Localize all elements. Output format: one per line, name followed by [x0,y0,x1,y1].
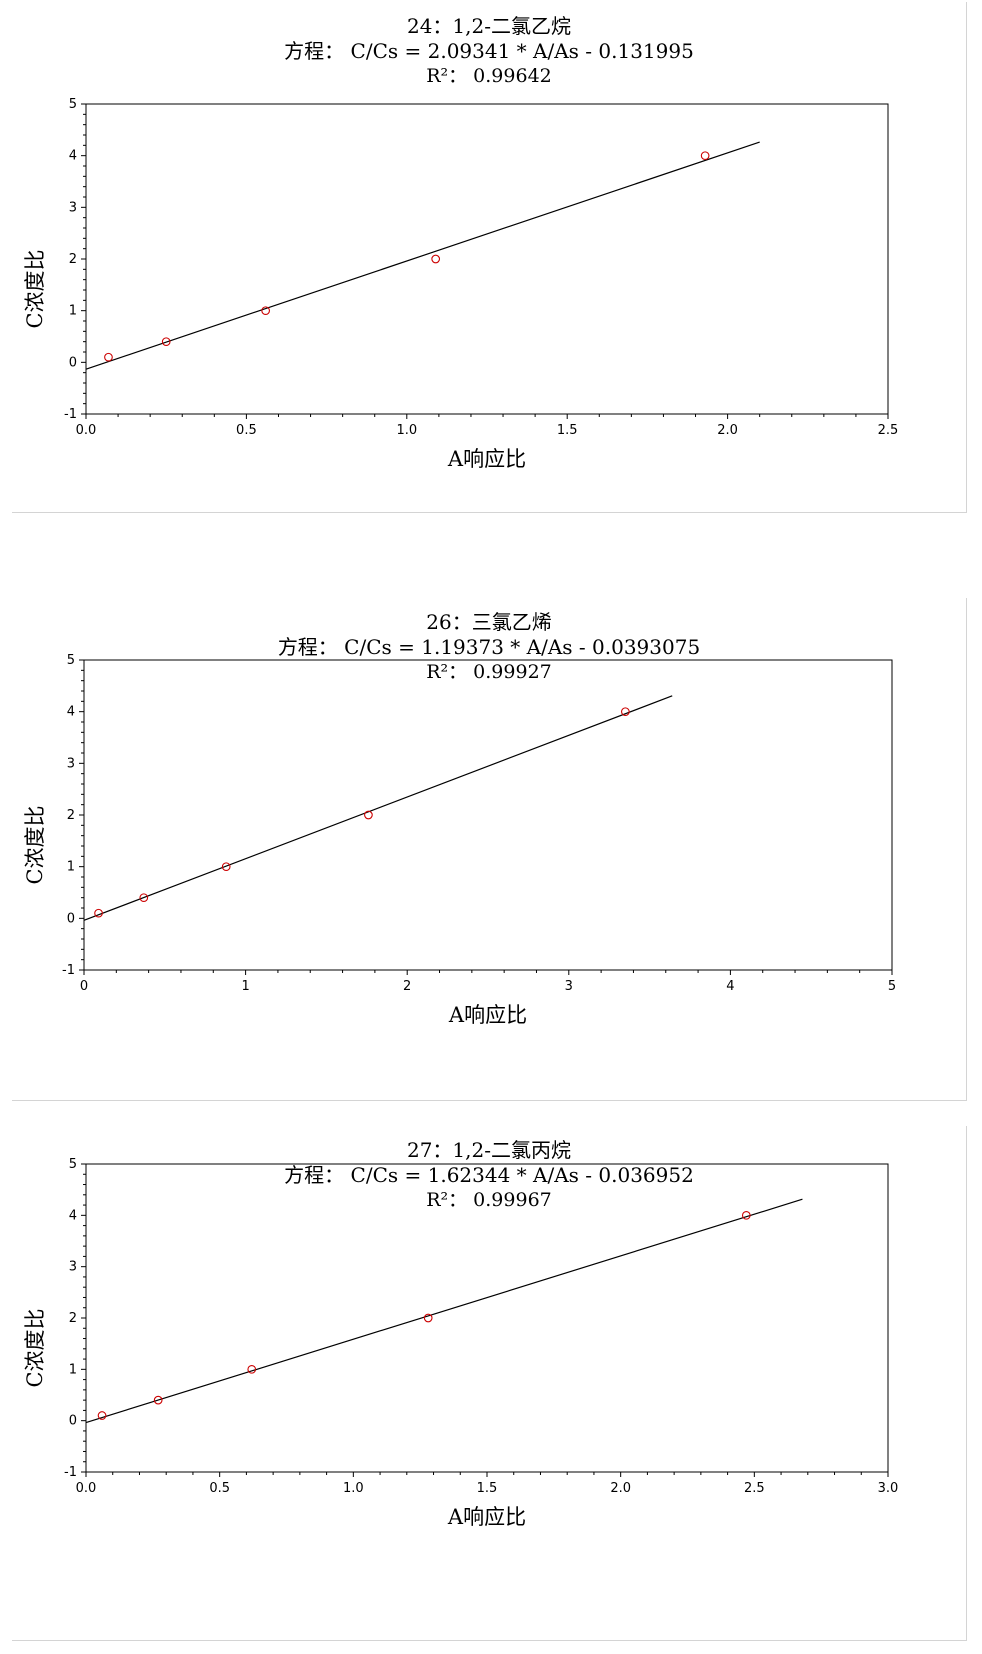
plot-area [85,103,889,415]
data-point [153,1395,163,1405]
x-tick-label: 1.5 [557,423,578,438]
data-point [247,1364,257,1374]
chart-panel-3: 27：1,2-二氯丙烷 方程： C/Cs = 1.62344 * A/As - … [12,1126,967,1641]
data-point [97,1411,107,1420]
x-tick-label: 3.0 [878,1481,899,1496]
y-tick-label: 5 [67,653,75,668]
data-point [139,893,149,903]
chart-plot-2: -1 0 1 2 3 4 5 0 1 2 3 4 5 A响应比 C浓度比 [23,653,896,1027]
x-axis-label: A响应比 [447,1505,526,1529]
chart-equation: 方程： C/Cs = 1.62344 * A/As - 0.036952 [284,1163,694,1187]
y-tick-label: -1 [64,1465,77,1480]
data-point [423,1313,433,1323]
chart-title: 24：1,2-二氯乙烷 [406,14,571,38]
y-tick-label: 2 [69,252,77,267]
data-point [700,151,710,161]
y-tick-label: 2 [67,808,75,823]
chart-panel-1: 24：1,2-二氯乙烷 方程： C/Cs = 2.09341 * A/As - … [12,2,967,513]
data-point [94,908,103,918]
y-tick-label: 3 [67,756,75,771]
x-tick-label: 2.0 [717,423,738,438]
chart-title: 27：1,2-二氯丙烷 [406,1138,571,1162]
y-tick-label: 4 [69,149,77,164]
chart-equation: 方程： C/Cs = 1.19373 * A/As - 0.0393075 [277,635,701,659]
y-tick-label: -1 [64,407,77,422]
x-tick-label: 0 [80,979,88,994]
chart-title-block: 27：1,2-二氯丙烷 方程： C/Cs = 1.62344 * A/As - … [12,1138,966,1213]
fit-line [85,141,760,370]
x-tick-label: 5 [888,979,896,994]
y-tick-label: 4 [69,1208,77,1223]
y-tick-label: 5 [69,97,77,112]
fit-line [83,695,673,921]
data-point [261,306,270,316]
x-tick-label: 0.0 [76,1481,97,1496]
chart-r-squared: R²： 0.99642 [426,65,552,87]
y-tick-label: 1 [69,1362,77,1377]
y-tick-label: 0 [67,911,75,926]
chart-plot-1: -1 0 1 2 3 4 5 0.0 0.5 1.0 1.5 2.0 2.5 A响应比 C浓度比 [23,97,899,471]
y-tick-label: 3 [69,200,77,215]
x-tick-label: 0.0 [76,423,97,438]
x-tick-label: 1.0 [343,1481,364,1496]
x-tick-label: 1 [241,979,249,994]
x-tick-label: 2.0 [610,1481,631,1496]
data-point [364,810,373,820]
x-axis-label: A响应比 [448,1003,527,1027]
y-tick-label: 1 [67,860,75,875]
y-axis-label: C浓度比 [23,1308,47,1387]
x-tick-label: 4 [726,979,734,994]
x-tick-label: 3 [565,979,573,994]
data-point [104,352,113,362]
x-tick-label: 2 [403,979,411,994]
chart-r-squared: R²： 0.99927 [426,661,552,683]
y-tick-label: 0 [69,355,77,370]
x-tick-label: 1.5 [477,1481,498,1496]
chart-title-block: 26：三氯乙烯 方程： C/Cs = 1.19373 * A/As - 0.03… [12,610,966,685]
y-axis-label: C浓度比 [23,805,47,884]
y-tick-label: -1 [62,963,75,978]
data-point [221,862,231,872]
y-axis-label: C浓度比 [23,249,47,328]
data-point [741,1210,751,1220]
chart-plot-3: -1 0 1 2 3 4 5 0.0 0.5 1.0 1.5 2.0 2.5 3.0 A响应比 C浓度比 [23,1157,899,1529]
chart-equation: 方程： C/Cs = 2.09341 * A/As - 0.131995 [284,39,694,63]
fit-line [85,1198,803,1424]
y-tick-label: 1 [69,304,77,319]
x-tick-label: 0.5 [209,1481,230,1496]
chart-title-block: 24：1,2-二氯乙烷 方程： C/Cs = 2.09341 * A/As - … [12,14,966,89]
y-tick-label: 2 [69,1311,77,1326]
x-tick-label: 2.5 [878,423,899,438]
data-point [431,254,441,264]
y-tick-label: 5 [69,1157,77,1172]
chart-panel-2: 26：三氯乙烯 方程： C/Cs = 1.19373 * A/As - 0.03… [12,598,967,1101]
data-point [621,707,630,717]
x-tick-label: 1.0 [396,423,417,438]
x-axis-label: A响应比 [447,447,526,471]
chart-r-squared: R²： 0.99967 [426,1189,552,1211]
y-tick-label: 3 [69,1260,77,1275]
y-tick-label: 4 [67,705,75,720]
data-point [161,337,171,347]
chart-title: 26：三氯乙烯 [426,610,552,634]
x-tick-label: 2.5 [744,1481,765,1496]
y-tick-label: 0 [69,1414,77,1429]
plot-area [83,659,893,971]
x-tick-label: 0.5 [236,423,257,438]
